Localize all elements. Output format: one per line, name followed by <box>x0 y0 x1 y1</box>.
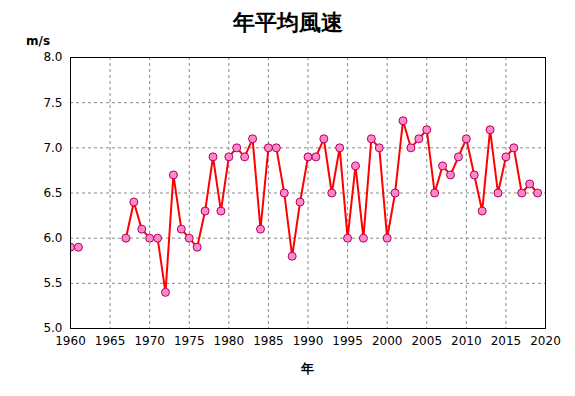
svg-text:1965: 1965 <box>95 334 126 348</box>
svg-text:2020: 2020 <box>530 334 561 348</box>
svg-text:2015: 2015 <box>491 334 522 348</box>
svg-text:7.5: 7.5 <box>43 96 62 110</box>
html-text:年: 年 <box>301 361 314 376</box>
svg-text:1960: 1960 <box>55 334 86 348</box>
svg-text:2000: 2000 <box>372 334 403 348</box>
svg-text:8.0: 8.0 <box>43 50 62 64</box>
html-text:年平均風速: 年平均風速 <box>232 10 343 35</box>
svg-text:7.0: 7.0 <box>43 141 62 155</box>
svg-text:1985: 1985 <box>253 334 284 348</box>
svg-text:5.5: 5.5 <box>43 276 62 290</box>
svg-text:1970: 1970 <box>134 334 165 348</box>
svg-text:1995: 1995 <box>332 334 363 348</box>
svg-text:6.0: 6.0 <box>43 231 62 245</box>
svg-text:1990: 1990 <box>293 334 324 348</box>
svg-text:6.5: 6.5 <box>43 186 62 200</box>
svg-text:1975: 1975 <box>174 334 205 348</box>
html-text:m/s: m/s <box>26 34 50 48</box>
svg-text:5.0: 5.0 <box>43 321 63 336</box>
svg-text:2010: 2010 <box>451 334 482 348</box>
svg-text:2005: 2005 <box>411 334 442 348</box>
svg-text:1980: 1980 <box>214 334 245 348</box>
